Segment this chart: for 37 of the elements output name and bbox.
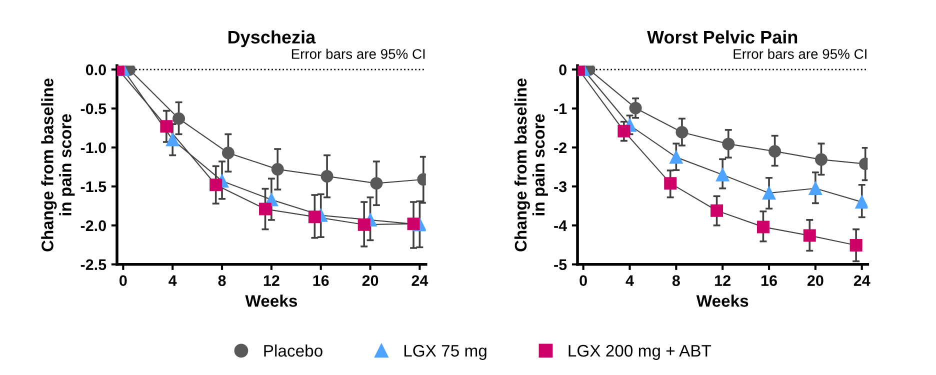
y-axis-title: Change from baseline in pain score xyxy=(41,78,75,252)
legend-label: Placebo xyxy=(264,344,322,357)
x-tick-label: 0 xyxy=(580,275,587,286)
x-axis-title: Weeks xyxy=(245,294,298,307)
y-axis-title: Change from baseline in pain score xyxy=(514,78,548,252)
y-tick-label: -4 xyxy=(554,220,568,231)
y-tick-label: -1.0 xyxy=(80,142,106,154)
text: Error bars are 95% CI xyxy=(734,48,866,59)
x-tick-label: 20 xyxy=(362,275,378,286)
text: Error bars are 95% CI xyxy=(292,48,425,59)
y-tick-label: 0.0 xyxy=(86,64,106,76)
y-tick-label: -3 xyxy=(554,181,567,192)
y-tick-label: -2 xyxy=(554,142,566,153)
legend-label: LGX 200 mg + ABT xyxy=(568,344,712,360)
x-tick-label: 4 xyxy=(626,275,634,286)
y-tick-label: -0.5 xyxy=(80,103,106,114)
chart-title: Dyschezia xyxy=(228,30,316,48)
y-tick-label: -1 xyxy=(554,104,567,114)
x-tick-label: 4 xyxy=(168,275,177,286)
x-tick-label: 20 xyxy=(807,275,824,286)
y-tick-label: 0 xyxy=(559,64,566,76)
x-tick-label: 16 xyxy=(761,275,777,286)
x-tick-label: 16 xyxy=(313,275,329,286)
y-tick-label: -2.5 xyxy=(80,259,106,270)
x-tick-label: 12 xyxy=(264,275,280,286)
y-tick-label: -2.0 xyxy=(80,220,106,232)
x-tick-label: 24 xyxy=(854,275,870,286)
x-tick-label: 12 xyxy=(715,275,730,286)
legend-label: LGX 75 mg xyxy=(404,344,486,360)
chart-title: Worst Pelvic Pain xyxy=(647,30,798,44)
x-tick-label: 24 xyxy=(412,275,428,286)
x-tick-label: 8 xyxy=(672,275,680,286)
y-tick-label: -1.5 xyxy=(80,181,106,192)
y-tick-label: -5 xyxy=(554,259,567,270)
x-tick-label: 8 xyxy=(218,275,226,286)
x-tick-label: 0 xyxy=(120,275,127,286)
x-axis-title: Weeks xyxy=(696,294,748,307)
